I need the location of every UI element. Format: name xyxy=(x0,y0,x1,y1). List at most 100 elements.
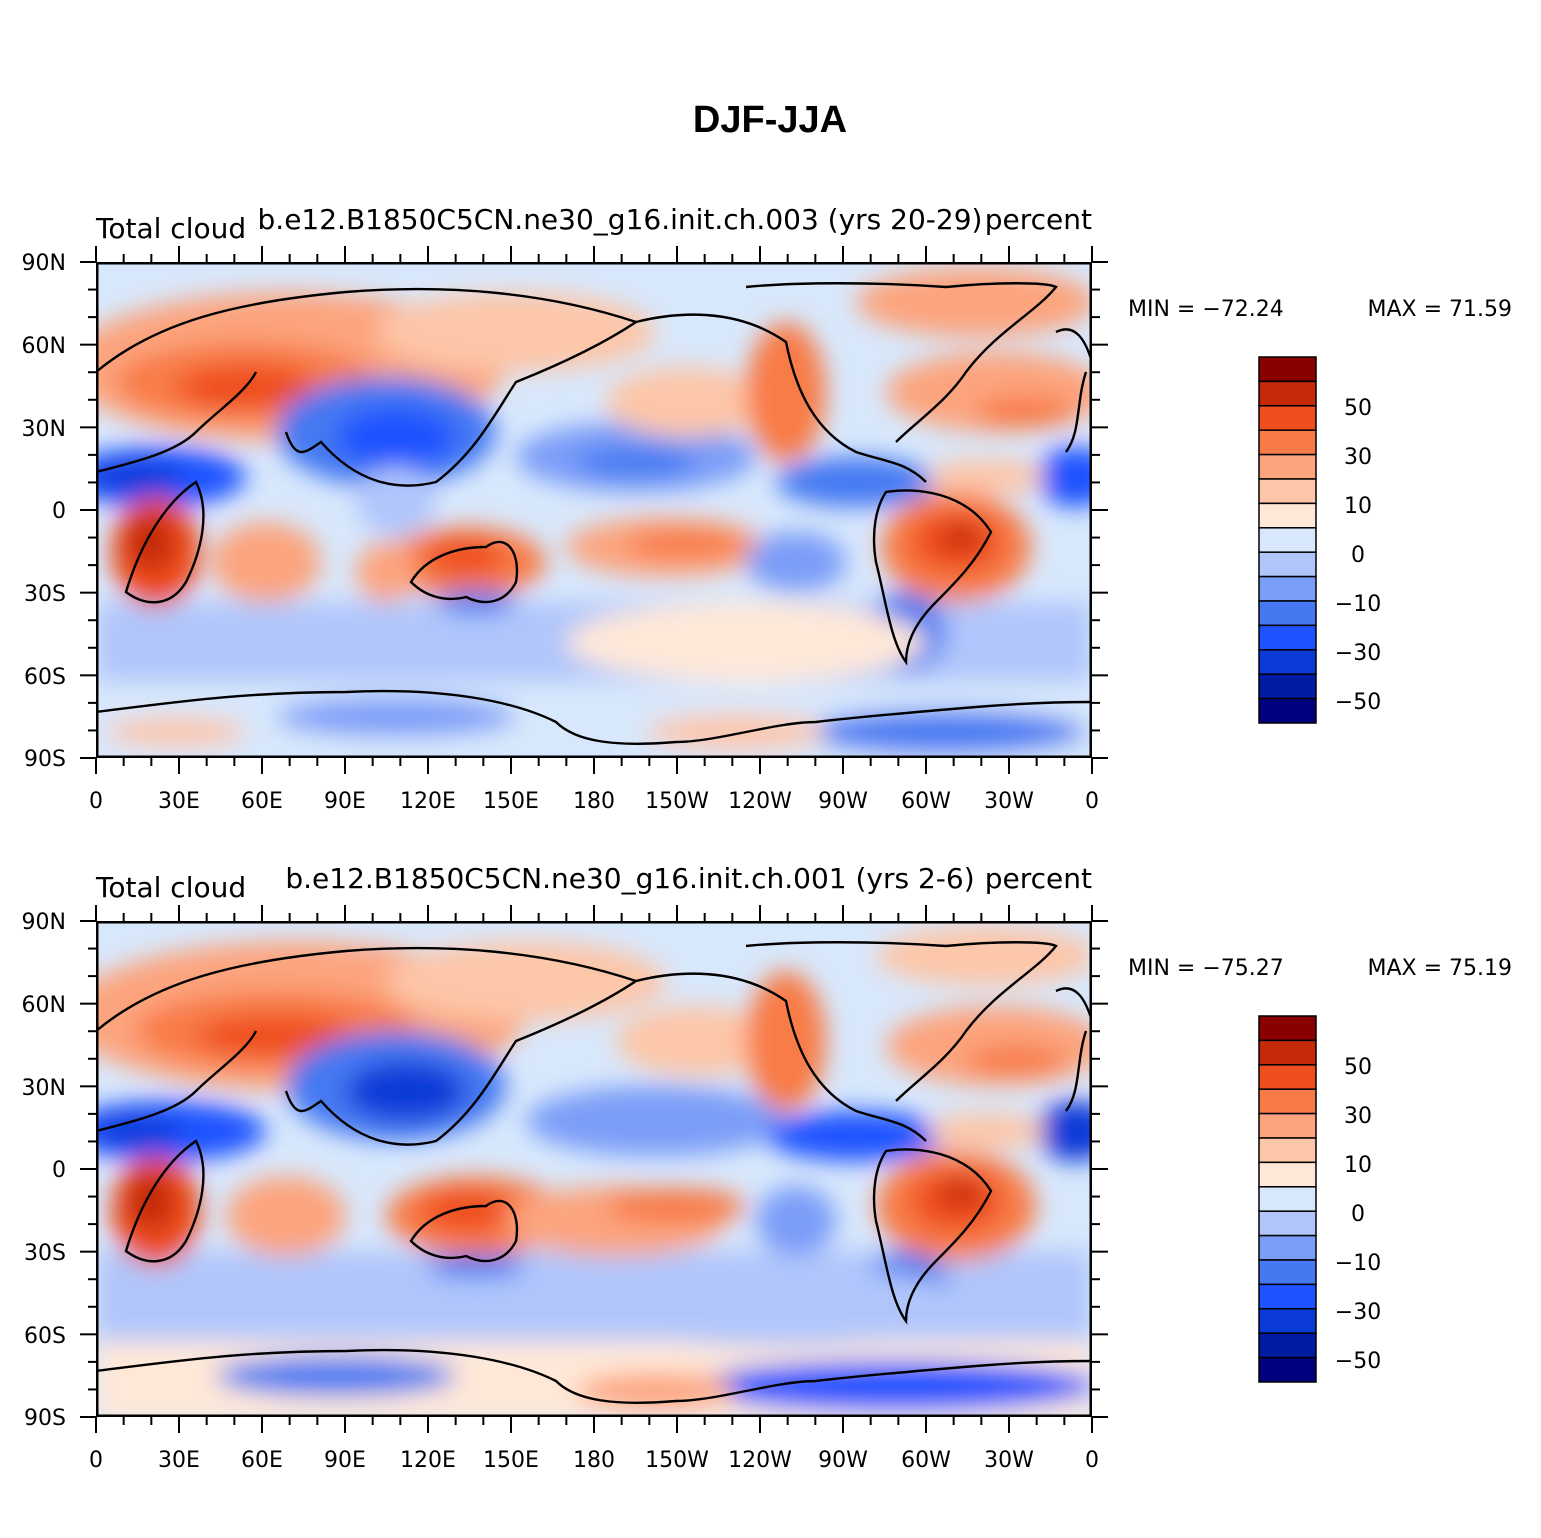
colorbar-swatch xyxy=(1259,577,1316,601)
panel-bottom-left-title: Total cloud xyxy=(95,871,246,904)
colorbar-swatch xyxy=(1259,503,1316,527)
lat-label: 90S xyxy=(24,747,66,772)
colorbar-swatch xyxy=(1259,1016,1316,1040)
colorbar-label: 0 xyxy=(1351,1202,1365,1227)
colorbar-label: −10 xyxy=(1335,592,1381,617)
lat-label: 30S xyxy=(24,582,66,607)
panel-top-lon-labels: 0 30E 60E 90E 120E 150E 180 150W 120W 90… xyxy=(89,789,1099,814)
colorbar-swatch xyxy=(1259,1260,1316,1284)
lon-label: 0 xyxy=(1085,1448,1099,1473)
lon-label: 30E xyxy=(158,789,200,814)
panel-top-max: MAX = 71.59 xyxy=(1367,297,1512,322)
lon-label: 0 xyxy=(89,1448,103,1473)
lat-label: 30N xyxy=(22,1076,66,1101)
colorbar-label: 10 xyxy=(1344,1153,1372,1178)
lon-label: 30W xyxy=(984,789,1034,814)
lon-label: 120E xyxy=(400,1448,456,1473)
lon-label: 60W xyxy=(901,789,951,814)
lon-label: 120W xyxy=(728,789,792,814)
panel-bottom-min: MIN = −75.27 xyxy=(1128,956,1284,981)
colorbar-swatch xyxy=(1259,1309,1316,1333)
colorbar-swatch xyxy=(1259,552,1316,576)
colorbar-swatch xyxy=(1259,699,1316,723)
colorbar-swatch xyxy=(1259,1138,1316,1162)
lon-label: 0 xyxy=(89,789,103,814)
colorbar-swatch xyxy=(1259,430,1316,454)
colorbar-label: 50 xyxy=(1344,396,1372,421)
lon-label: 150E xyxy=(483,1448,539,1473)
lat-label: 60S xyxy=(24,665,66,690)
colorbar-label: 50 xyxy=(1344,1055,1372,1080)
lon-label: 0 xyxy=(1085,789,1099,814)
lon-label: 150W xyxy=(645,1448,709,1473)
lon-label: 150W xyxy=(645,789,709,814)
lon-label: 120E xyxy=(400,789,456,814)
lon-label: 60W xyxy=(901,1448,951,1473)
colorbar-swatch xyxy=(1259,406,1316,430)
colorbar-swatch xyxy=(1259,1211,1316,1235)
lat-label: 60N xyxy=(22,993,66,1018)
colorbar-swatch xyxy=(1259,1162,1316,1186)
panel-top-lat-labels: 90N 60N 30N 0 30S 60S 90S xyxy=(22,251,66,772)
colorbar-label: −10 xyxy=(1335,1251,1381,1276)
panel-top-colorbar xyxy=(1259,357,1316,723)
panel-bottom-colorbar-labels: 50 30 10 0 −10 −30 −50 xyxy=(1335,1055,1381,1374)
colorbar-swatch xyxy=(1259,455,1316,479)
lat-label: 90N xyxy=(22,251,66,276)
figure: DJF-JJA b.e12.B1850C5CN.ne30_g16.init.ch… xyxy=(0,0,1541,1538)
panel-bottom-colorbar xyxy=(1259,1016,1316,1382)
lon-label: 150E xyxy=(483,789,539,814)
colorbar-label: 30 xyxy=(1344,1104,1372,1129)
colorbar-swatch xyxy=(1259,1114,1316,1138)
panel-top-center-title: b.e12.B1850C5CN.ne30_g16.init.ch.003 (yr… xyxy=(258,203,983,236)
panel-bottom-max: MAX = 75.19 xyxy=(1367,956,1512,981)
panel-top-colorbar-labels: 50 30 10 0 −10 −30 −50 xyxy=(1335,396,1381,715)
panel-bottom: b.e12.B1850C5CN.ne30_g16.init.ch.001 (yr… xyxy=(22,862,1512,1473)
colorbar-swatch xyxy=(1259,528,1316,552)
colorbar-swatch xyxy=(1259,357,1316,381)
lon-label: 90E xyxy=(324,1448,366,1473)
colorbar-swatch xyxy=(1259,381,1316,405)
colorbar-label: −50 xyxy=(1335,1349,1381,1374)
panel-top-map xyxy=(66,262,1116,762)
lat-label: 90N xyxy=(22,910,66,935)
panel-bottom-lat-labels: 90N 60N 30N 0 30S 60S 90S xyxy=(22,910,66,1431)
lat-label: 30S xyxy=(24,1241,66,1266)
colorbar-swatch xyxy=(1259,1040,1316,1064)
colorbar-label: 30 xyxy=(1344,445,1372,470)
lon-label: 180 xyxy=(573,789,615,814)
panel-top-left-title: Total cloud xyxy=(95,212,246,245)
panel-bottom-center-title: b.e12.B1850C5CN.ne30_g16.init.ch.001 (yr… xyxy=(285,862,974,895)
panel-bottom-lon-labels: 0 30E 60E 90E 120E 150E 180 150W 120W 90… xyxy=(89,1448,1099,1473)
colorbar-swatch xyxy=(1259,1236,1316,1260)
lon-label: 60E xyxy=(241,1448,283,1473)
colorbar-label: −30 xyxy=(1335,641,1381,666)
panel-top-min: MIN = −72.24 xyxy=(1128,297,1284,322)
colorbar-swatch xyxy=(1259,1065,1316,1089)
colorbar-swatch xyxy=(1259,1187,1316,1211)
lon-label: 180 xyxy=(573,1448,615,1473)
lat-label: 0 xyxy=(52,1158,66,1183)
colorbar-label: −30 xyxy=(1335,1300,1381,1325)
colorbar-swatch xyxy=(1259,1284,1316,1308)
lat-label: 0 xyxy=(52,499,66,524)
colorbar-label: 10 xyxy=(1344,494,1372,519)
panel-top-right-title: percent xyxy=(985,203,1092,236)
lat-label: 60S xyxy=(24,1324,66,1349)
panel-bottom-map xyxy=(66,921,1116,1421)
colorbar-swatch xyxy=(1259,650,1316,674)
lon-label: 30W xyxy=(984,1448,1034,1473)
lon-label: 60E xyxy=(241,789,283,814)
lat-label: 60N xyxy=(22,334,66,359)
lon-label: 90W xyxy=(818,1448,868,1473)
lon-label: 30E xyxy=(158,1448,200,1473)
lat-label: 30N xyxy=(22,417,66,442)
colorbar-swatch xyxy=(1259,479,1316,503)
colorbar-swatch xyxy=(1259,1333,1316,1357)
lat-label: 90S xyxy=(24,1406,66,1431)
lon-label: 120W xyxy=(728,1448,792,1473)
panel-top: b.e12.B1850C5CN.ne30_g16.init.ch.003 (yr… xyxy=(22,203,1512,814)
panel-bottom-right-title: percent xyxy=(985,862,1092,895)
colorbar-label: 0 xyxy=(1351,543,1365,568)
colorbar-swatch xyxy=(1259,1089,1316,1113)
